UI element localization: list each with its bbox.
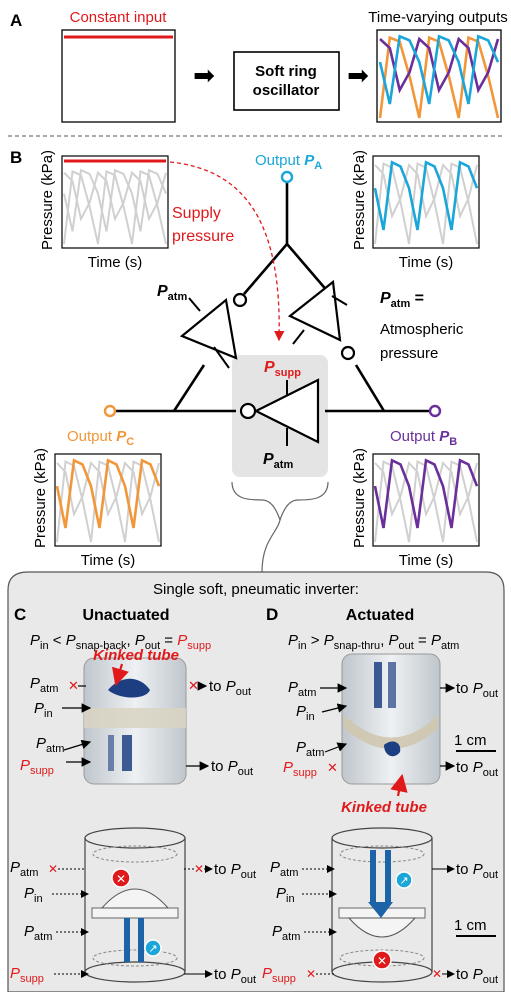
inverter-right	[290, 268, 354, 359]
atmospheric-word: Atmospheric	[380, 321, 464, 338]
plot-output-a	[373, 156, 479, 248]
inverter-panel: Single soft, pneumatic inverter: C Unact…	[8, 572, 504, 992]
blocked-icon: ✕	[68, 678, 79, 693]
xlabel-c: Time (s)	[81, 552, 135, 569]
ylabel-c: Pressure (kPa)	[32, 448, 49, 548]
blocked-icon-3: ✕	[327, 760, 338, 775]
output-b-label: Output PB	[390, 428, 457, 448]
output-a-label: Output PA	[255, 152, 322, 172]
patm-left: Patm	[157, 283, 187, 303]
inverter-title: Single soft, pneumatic inverter:	[153, 581, 359, 598]
panel-a: A Constant input ➡ Soft ring oscillator …	[10, 9, 508, 122]
arrow-right-icon: ➡	[193, 60, 215, 90]
panel-c-title: Unactuated	[82, 607, 169, 624]
kinked-label-c: Kinked tube	[93, 647, 179, 664]
panel-d-title: Actuated	[346, 607, 414, 624]
plot-output-b	[373, 454, 479, 546]
constant-input-label: Constant input	[70, 9, 168, 26]
constant-input-plot	[62, 30, 175, 122]
brace-right	[280, 482, 328, 520]
kinked-label-d: Kinked tube	[341, 799, 427, 816]
oscillator-line1: Soft ring	[255, 63, 317, 80]
output-c-node	[105, 406, 115, 416]
output-c-label: Output PC	[67, 428, 134, 448]
ylabel-supply: Pressure (kPa)	[39, 150, 56, 250]
supply-label-2: pressure	[172, 228, 234, 245]
scale-label-1: 1 cm	[454, 732, 487, 749]
inverter-left	[182, 294, 246, 368]
oscillator-box	[234, 52, 339, 110]
svg-text:✕: ✕	[432, 967, 442, 981]
arrow-right-icon-2: ➡	[347, 60, 369, 90]
supply-label-1: Supply	[172, 205, 221, 222]
panel-b: B	[10, 148, 479, 572]
ylabel-a: Pressure (kPa)	[351, 150, 368, 250]
blocked-icon-2: ✕	[188, 678, 199, 693]
svg-text:↗: ↗	[148, 943, 157, 955]
brace	[232, 482, 280, 572]
svg-text:✕: ✕	[116, 872, 126, 886]
svg-text:✕: ✕	[194, 862, 204, 876]
oscillator-line2: oscillator	[253, 82, 320, 99]
plot-supply	[62, 156, 168, 248]
panel-b-letter: B	[10, 148, 22, 167]
photo-unactuated	[84, 658, 186, 784]
svg-text:✕: ✕	[377, 954, 387, 968]
svg-text:✕: ✕	[48, 862, 58, 876]
output-b-node	[430, 406, 440, 416]
plot-output-c	[55, 454, 161, 546]
panel-a-letter: A	[10, 11, 22, 30]
xlabel-supply: Time (s)	[88, 254, 142, 271]
output-a-node	[282, 172, 292, 182]
photo-actuated	[342, 654, 440, 784]
patm-definition: Patm =	[380, 290, 424, 310]
scale-label-2: 1 cm	[454, 917, 487, 934]
xlabel-a: Time (s)	[399, 254, 453, 271]
panel-d-letter: D	[266, 605, 278, 624]
svg-text:✕: ✕	[306, 967, 316, 981]
xlabel-b: Time (s)	[399, 552, 453, 569]
panel-c-letter: C	[14, 605, 26, 624]
ylabel-b: Pressure (kPa)	[351, 448, 368, 548]
svg-text:↗: ↗	[399, 875, 408, 887]
output-label: Time-varying outputs	[368, 9, 508, 26]
pressure-word: pressure	[380, 345, 438, 362]
